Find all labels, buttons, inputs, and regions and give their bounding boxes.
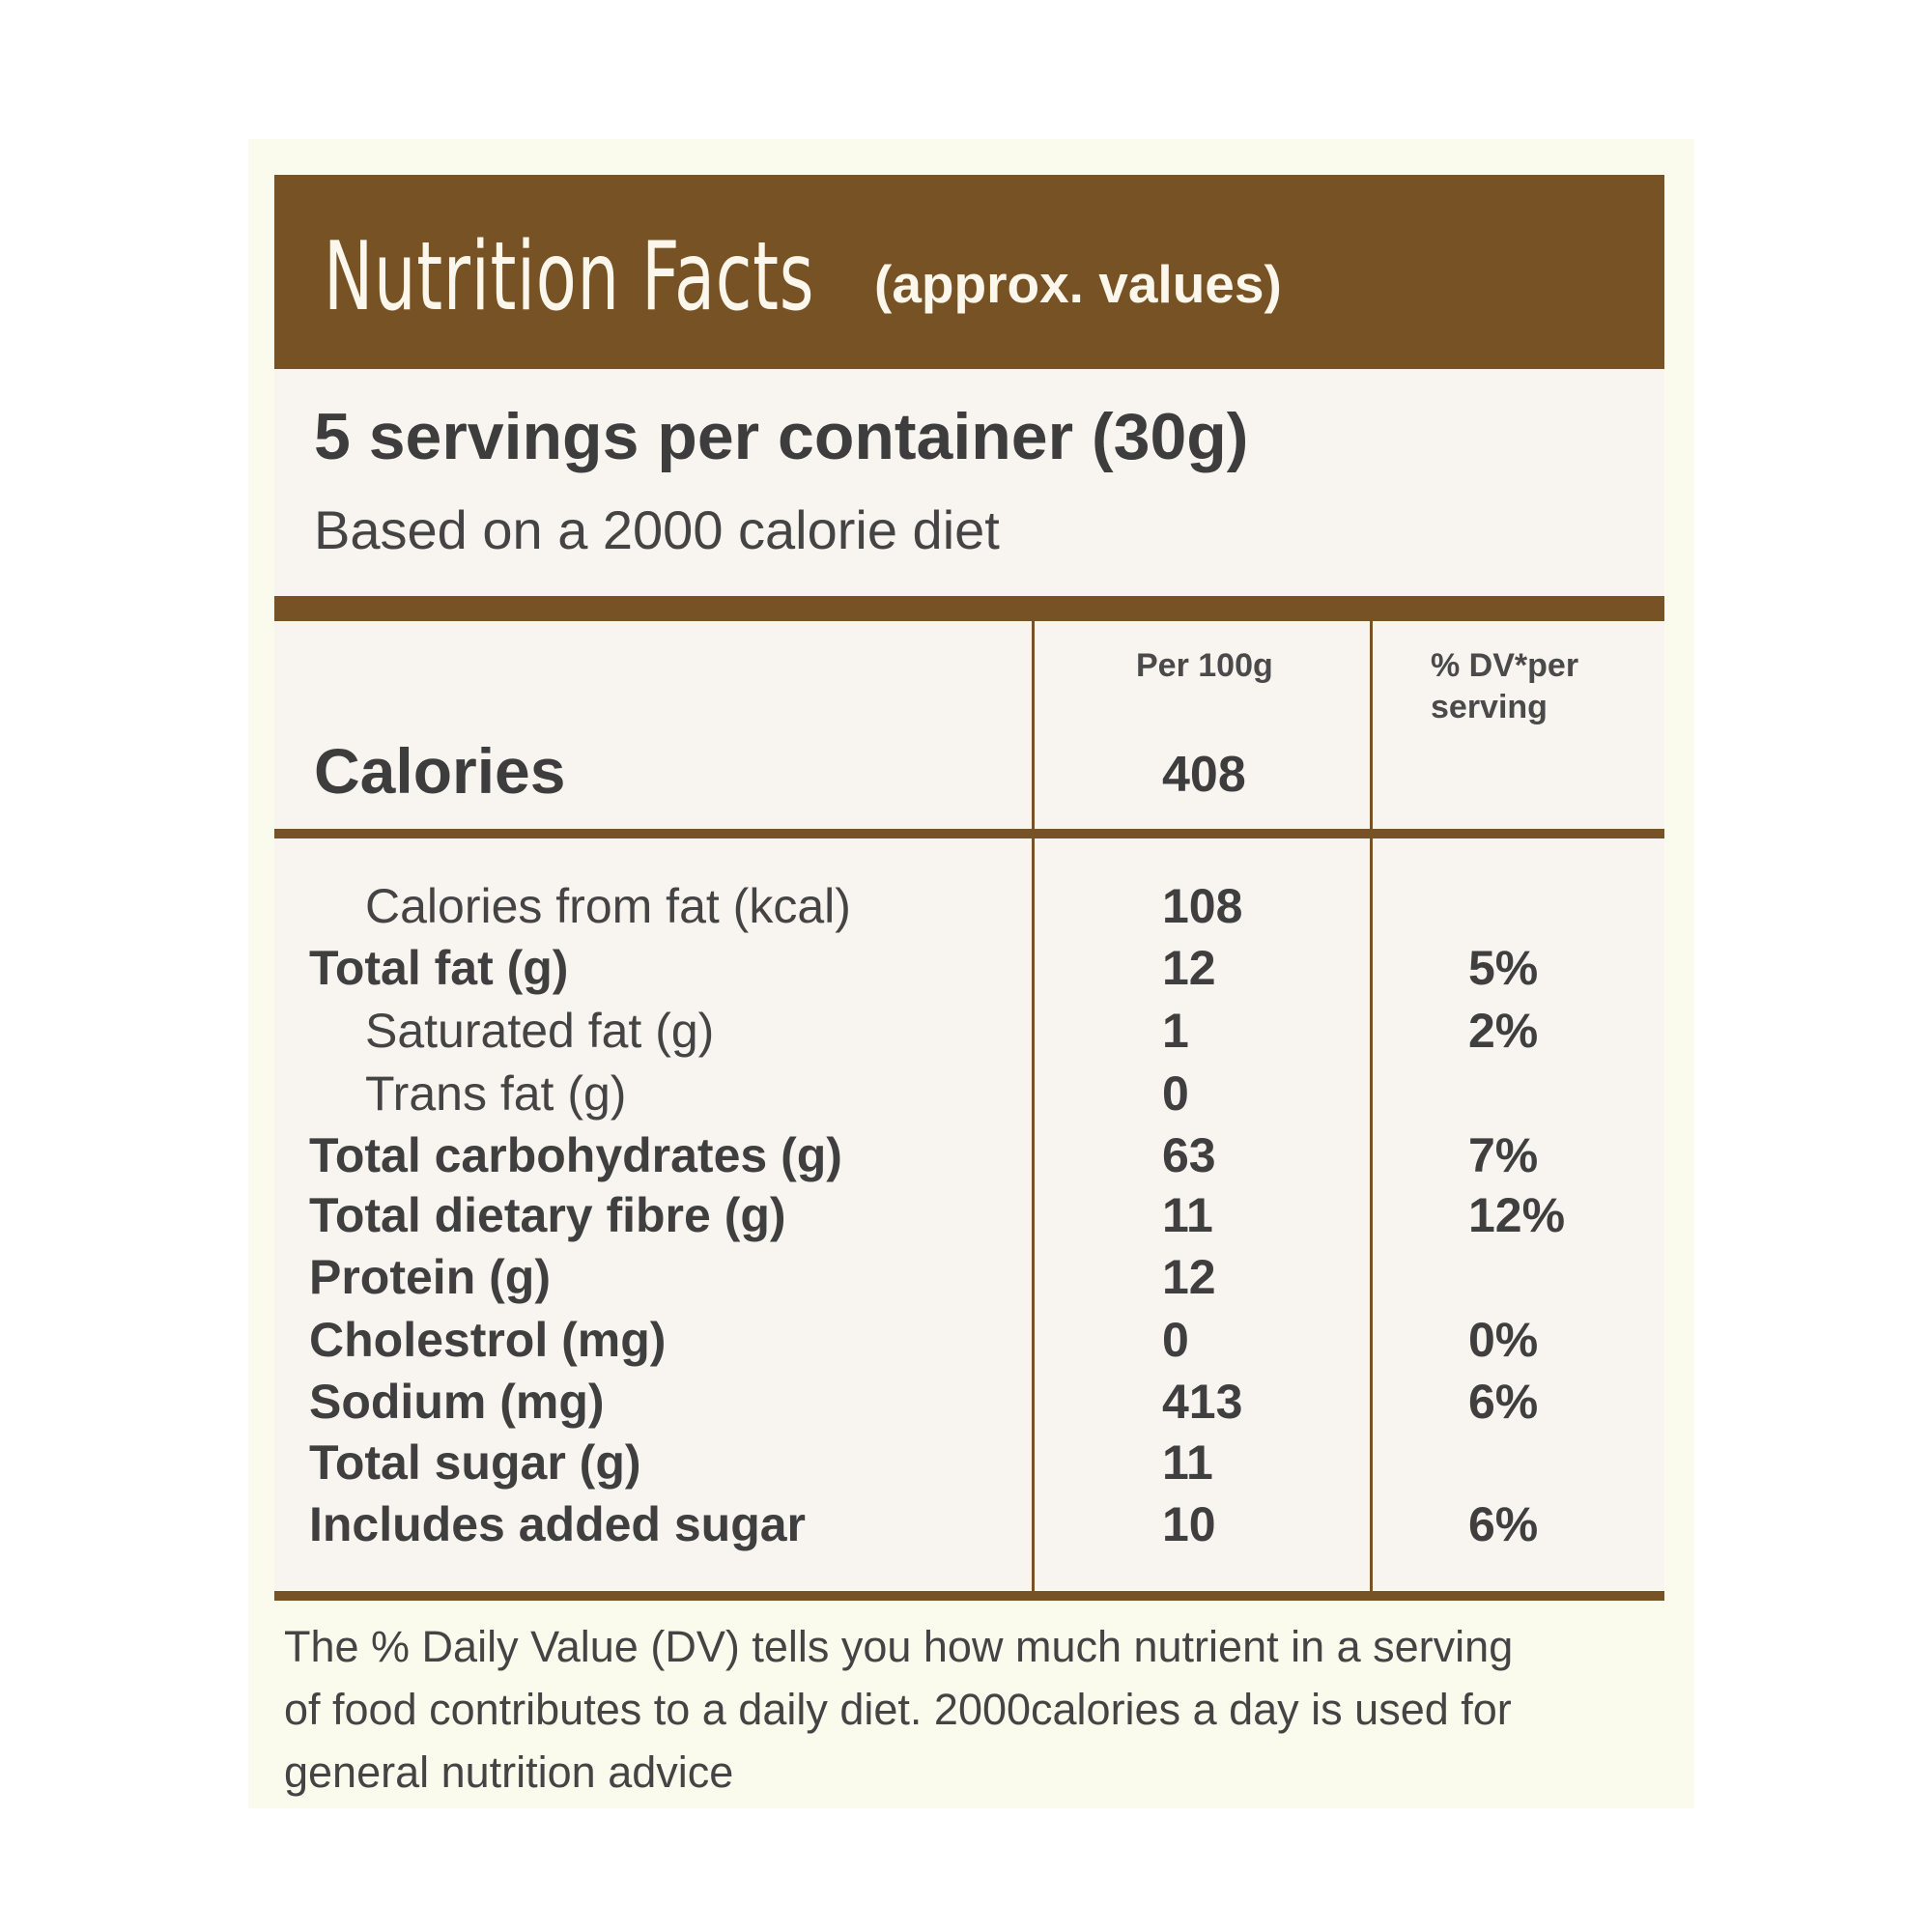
table-row: Saturated fat (g) 1 2% [0,1000,1932,1062]
page-title: Nutrition Facts [324,222,815,332]
nutrient-value: 0 [1162,1313,1189,1367]
title-block: Nutrition Facts (approx. values) [324,205,1282,350]
nutrient-label: Total carbohydrates (g) [309,1128,842,1182]
nutrient-value: 63 [1162,1128,1216,1182]
column-header-per-100g: Per 100g [1136,645,1273,687]
table-row: Protein (g) 12 [0,1246,1932,1308]
calories-label: Calories [314,735,566,807]
diet-basis: Based on a 2000 calorie diet [314,499,1000,560]
nutrient-value: 0 [1162,1066,1189,1121]
nutrient-value: 12 [1162,1250,1216,1304]
table-row: Total dietary fibre (g) 11 12% [0,1184,1932,1246]
nutrient-value: 1 [1162,1004,1189,1058]
table-row: Trans fat (g) 0 [0,1063,1932,1124]
table-row: Calories from fat (kcal) 108 [0,875,1932,937]
nutrient-label: Total fat (g) [309,941,569,995]
table-row: Includes added sugar 10 6% [0,1493,1932,1555]
nutrient-label: Sodium (mg) [309,1375,605,1429]
nutrient-label: Cholestrol (mg) [309,1313,667,1367]
nutrient-dv: 6% [1468,1375,1539,1429]
column-header-dv: % DV*per serving [1431,645,1578,728]
nutrient-dv: 7% [1468,1128,1539,1182]
nutrient-value: 12 [1162,941,1216,995]
nutrient-value: 108 [1162,879,1243,933]
nutrient-dv: 2% [1468,1004,1539,1058]
calories-value: 408 [1162,747,1246,803]
nutrient-dv: 0% [1468,1313,1539,1367]
footnote-line-2: of food contributes to a daily diet. 200… [284,1685,1512,1734]
column-header-per-100g-text: Per 100g [1136,647,1273,684]
title-subtitle: (approx. values) [874,254,1282,314]
nutrient-dv: 5% [1468,941,1539,995]
nutrient-value: 11 [1162,1435,1213,1490]
nutrient-value: 10 [1162,1497,1216,1551]
nutrient-value: 413 [1162,1375,1243,1429]
table-row: Total sugar (g) 11 [0,1432,1932,1493]
nutrient-label: Total sugar (g) [309,1435,641,1490]
nutrient-label: Total dietary fibre (g) [309,1188,786,1242]
column-divider-2 [1370,621,1373,1597]
column-divider-1 [1032,621,1035,1597]
footnote-line-1: The % Daily Value (DV) tells you how muc… [284,1622,1514,1671]
table-row: Total fat (g) 12 5% [0,937,1932,999]
nutrient-dv: 6% [1468,1497,1539,1551]
calories-divider [274,829,1664,838]
nutrient-label: Calories from fat (kcal) [365,879,851,933]
table-row: Cholestrol (mg) 0 0% [0,1309,1932,1371]
nutrient-label: Saturated fat (g) [365,1004,715,1058]
nutrient-label: Includes added sugar [309,1497,807,1551]
daily-value-footnote: The % Daily Value (DV) tells you how muc… [284,1615,1675,1804]
nutrient-value: 11 [1162,1188,1213,1242]
table-row: Total carbohydrates (g) 63 7% [0,1124,1932,1186]
footnote-line-3: general nutrition advice [284,1747,734,1797]
nutrition-panel [274,175,1664,1590]
column-header-dv-line1: % DV*per [1431,647,1579,684]
table-bottom-divider [274,1591,1664,1601]
servings-per-container: 5 servings per container (30g) [314,400,1249,473]
thick-divider [274,596,1664,621]
nutrient-dv: 12% [1468,1188,1566,1242]
column-header-dv-line2: serving [1431,689,1548,725]
title-band [274,175,1664,369]
table-row: Sodium (mg) 413 6% [0,1371,1932,1433]
nutrient-label: Trans fat (g) [365,1066,627,1121]
nutrient-label: Protein (g) [309,1250,551,1304]
